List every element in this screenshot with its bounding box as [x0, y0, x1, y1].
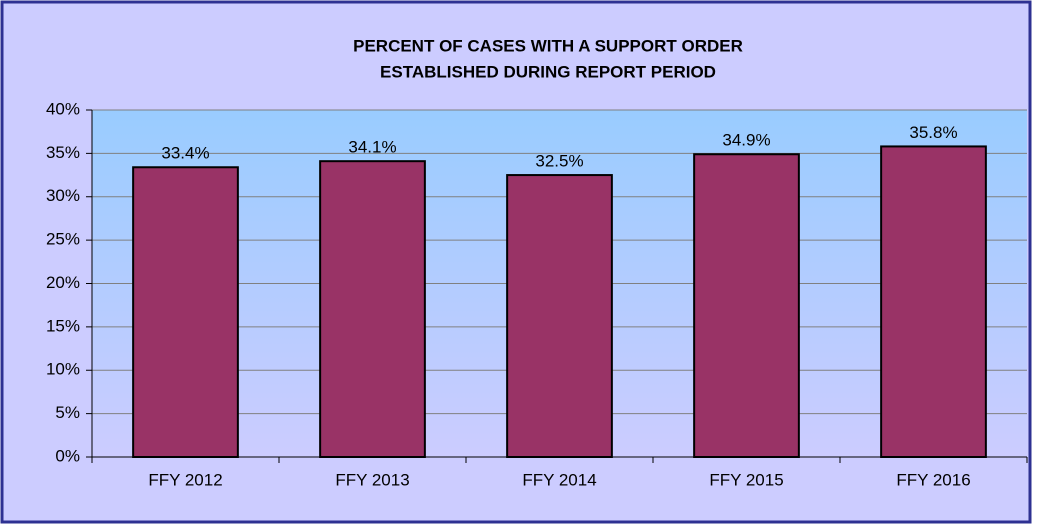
x-tick-label: FFY 2015 [709, 470, 783, 489]
bar [693, 153, 800, 458]
x-tick-label: FFY 2013 [335, 470, 409, 489]
data-label: 34.9% [722, 131, 770, 150]
bar [880, 145, 987, 458]
bar [132, 166, 239, 458]
data-label: 33.4% [161, 144, 209, 163]
chart-title: ESTABLISHED DURING REPORT PERIOD [380, 62, 716, 81]
x-tick-label: FFY 2012 [148, 470, 222, 489]
y-tick-label: 5% [55, 403, 80, 422]
data-label: 32.5% [535, 152, 583, 171]
y-tick-label: 40% [46, 99, 80, 118]
y-tick-label: 15% [46, 316, 80, 335]
x-tick-label: FFY 2016 [896, 470, 970, 489]
data-label: 35.8% [909, 123, 957, 142]
chart-title: PERCENT OF CASES WITH A SUPPORT ORDER [353, 36, 743, 55]
y-tick-label: 25% [46, 230, 80, 249]
y-tick-label: 30% [46, 186, 80, 205]
bar [319, 160, 426, 458]
y-tick-label: 10% [46, 360, 80, 379]
y-tick-label: 0% [55, 446, 80, 465]
y-tick-label: 35% [46, 143, 80, 162]
data-label: 34.1% [348, 138, 396, 157]
y-tick-label: 20% [46, 273, 80, 292]
bar [506, 174, 613, 458]
x-tick-label: FFY 2014 [522, 470, 596, 489]
